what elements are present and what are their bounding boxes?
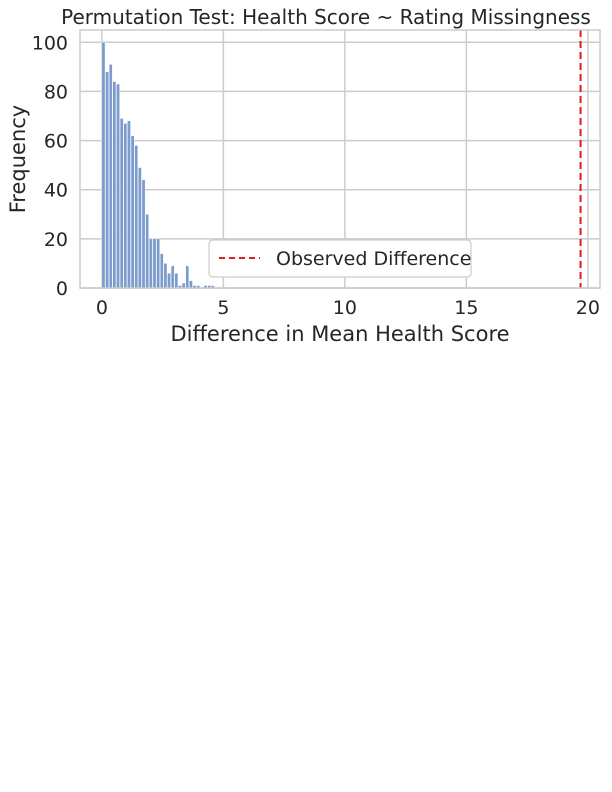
- x-tick-label: 15: [454, 297, 478, 319]
- legend-box: [208, 239, 472, 278]
- histogram-bar: [123, 123, 128, 289]
- histogram-bar: [170, 265, 175, 289]
- histogram-bars: [101, 42, 215, 289]
- plot-frame: [79, 29, 601, 289]
- y-tick-label: 80: [44, 81, 68, 103]
- histogram-bar: [145, 214, 149, 289]
- x-axis-label: Difference in Mean Health Score: [170, 322, 509, 346]
- histogram-bar: [185, 265, 190, 289]
- histogram-bar: [108, 64, 113, 289]
- histogram-bar: [174, 273, 179, 289]
- x-tick-label: 5: [217, 297, 229, 319]
- histogram-bar: [112, 81, 117, 289]
- y-tick-label: 20: [44, 229, 68, 251]
- legend-label: Observed Difference: [276, 248, 471, 270]
- y-tick-label: 60: [44, 131, 68, 153]
- chart-title: Permutation Test: Health Score ~ Rating …: [61, 5, 591, 29]
- x-tick-label: 0: [96, 297, 108, 319]
- y-axis-label: Frequency: [6, 105, 30, 214]
- legend: Observed Difference: [208, 239, 472, 278]
- histogram-bar: [152, 238, 157, 289]
- x-tick-label: 20: [576, 297, 600, 319]
- histogram-bar: [130, 135, 135, 289]
- histogram-bar: [167, 273, 171, 289]
- histogram-bar: [141, 179, 146, 289]
- histogram-bar: [134, 145, 139, 289]
- histogram-bar: [138, 167, 142, 289]
- x-tick-labels: 0 5 10 15 20: [96, 297, 600, 319]
- y-tick-label: 40: [44, 180, 68, 202]
- histogram-bar: [149, 238, 153, 289]
- histogram-bar: [156, 238, 160, 289]
- histogram-bar: [116, 83, 120, 289]
- histogram-bar: [101, 42, 106, 289]
- y-tick-label: 0: [56, 278, 68, 300]
- y-tick-label: 100: [32, 32, 68, 54]
- y-tick-labels: 0 20 40 60 80 100: [32, 32, 68, 300]
- histogram-bar: [105, 71, 109, 289]
- histogram-bar: [119, 118, 124, 289]
- histogram-bar: [159, 253, 164, 289]
- histogram-bar: [163, 263, 168, 289]
- histogram-bar: [127, 120, 131, 289]
- histogram-bar: [189, 280, 193, 289]
- x-tick-label: 10: [333, 297, 357, 319]
